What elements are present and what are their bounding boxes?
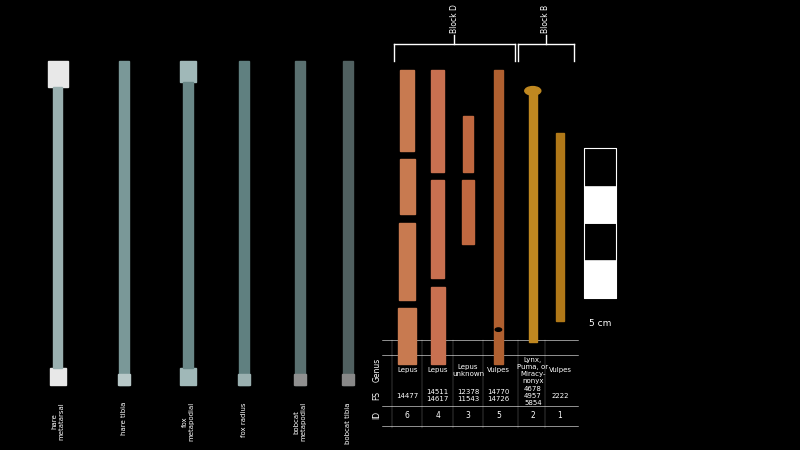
Text: Block B: Block B <box>542 5 550 33</box>
Bar <box>431 69 444 172</box>
Text: 4: 4 <box>435 411 440 420</box>
Text: 4678
4957
5854: 4678 4957 5854 <box>524 386 542 406</box>
Text: Lepus: Lepus <box>427 367 448 373</box>
Text: Genus: Genus <box>373 358 382 382</box>
Bar <box>584 223 616 261</box>
Bar <box>342 374 354 385</box>
Bar <box>239 61 249 385</box>
Text: hare tibia: hare tibia <box>121 402 127 436</box>
Text: bobcat tibia: bobcat tibia <box>345 402 351 444</box>
Text: 2: 2 <box>530 411 535 420</box>
Text: Lynx,
Puma, or
Miracy-
nonyx: Lynx, Puma, or Miracy- nonyx <box>518 357 548 384</box>
Bar <box>399 223 415 300</box>
Text: ID: ID <box>373 411 382 419</box>
Bar <box>50 368 66 385</box>
Text: fox radius: fox radius <box>241 402 247 436</box>
Circle shape <box>525 86 541 95</box>
Bar <box>400 69 414 151</box>
Text: 5 cm: 5 cm <box>589 319 611 328</box>
Text: Block D: Block D <box>450 4 459 33</box>
Bar <box>294 374 306 385</box>
Text: Vulpes: Vulpes <box>549 367 571 373</box>
Bar <box>430 287 445 364</box>
Text: 2222: 2222 <box>551 393 569 399</box>
Text: 6: 6 <box>405 411 410 420</box>
Bar <box>53 86 62 368</box>
Bar <box>183 82 193 368</box>
Text: 14511
14617: 14511 14617 <box>426 389 449 402</box>
Text: Vulpes: Vulpes <box>487 367 510 373</box>
Bar <box>584 261 616 297</box>
Bar <box>343 61 353 385</box>
Text: FS: FS <box>373 391 382 400</box>
Text: bobcat
metapodial: bobcat metapodial <box>294 402 306 441</box>
Bar <box>238 374 250 385</box>
Bar <box>584 186 616 223</box>
Bar <box>180 368 196 385</box>
Bar <box>529 91 537 342</box>
Bar <box>584 148 616 297</box>
Text: 14770
14726: 14770 14726 <box>487 389 510 402</box>
Bar <box>584 148 616 186</box>
Text: fox
metapodial: fox metapodial <box>182 402 194 441</box>
Bar <box>119 61 129 385</box>
Text: 5: 5 <box>496 411 501 420</box>
Bar <box>431 180 444 279</box>
Text: Lepus: Lepus <box>397 367 418 373</box>
Text: 3: 3 <box>466 411 470 420</box>
Bar <box>180 61 196 82</box>
Bar <box>48 61 67 86</box>
Bar <box>462 180 474 244</box>
Bar <box>398 308 416 364</box>
Text: 12378
11543: 12378 11543 <box>457 389 479 402</box>
Bar <box>462 117 474 172</box>
Text: 1: 1 <box>558 411 562 420</box>
Text: Lepus
unknown: Lepus unknown <box>452 364 484 377</box>
Bar <box>295 61 305 385</box>
Text: 14477: 14477 <box>396 393 418 399</box>
Bar <box>557 134 563 321</box>
Bar <box>494 69 503 364</box>
Text: hare
metatarsal: hare metatarsal <box>51 402 64 440</box>
Bar <box>118 374 130 385</box>
Circle shape <box>495 328 502 331</box>
Bar <box>400 159 414 215</box>
